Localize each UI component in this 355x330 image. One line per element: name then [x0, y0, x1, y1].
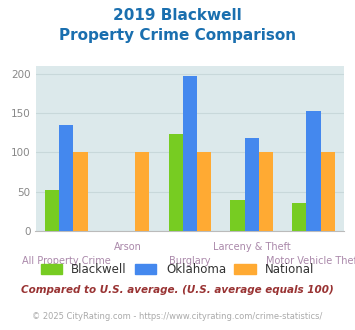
Text: Arson: Arson — [114, 242, 142, 252]
Text: Compared to U.S. average. (U.S. average equals 100): Compared to U.S. average. (U.S. average … — [21, 285, 334, 295]
Bar — [135, 152, 149, 231]
Text: © 2025 CityRating.com - https://www.cityrating.com/crime-statistics/: © 2025 CityRating.com - https://www.city… — [32, 312, 323, 321]
Text: Property Crime Comparison: Property Crime Comparison — [59, 28, 296, 43]
Bar — [306, 111, 321, 231]
Bar — [230, 200, 245, 231]
Bar — [59, 125, 73, 231]
Bar — [197, 152, 211, 231]
Bar — [169, 134, 183, 231]
Legend: Blackwell, Oklahoma, National: Blackwell, Oklahoma, National — [36, 258, 319, 281]
Bar — [45, 190, 59, 231]
Bar — [73, 152, 88, 231]
Bar — [245, 138, 259, 231]
Bar — [259, 152, 273, 231]
Text: Burglary: Burglary — [169, 256, 211, 266]
Text: Motor Vehicle Theft: Motor Vehicle Theft — [266, 256, 355, 266]
Text: 2019 Blackwell: 2019 Blackwell — [113, 8, 242, 23]
Bar — [183, 76, 197, 231]
Text: Larceny & Theft: Larceny & Theft — [213, 242, 291, 252]
Text: All Property Crime: All Property Crime — [22, 256, 111, 266]
Bar — [292, 203, 306, 231]
Bar — [321, 152, 335, 231]
